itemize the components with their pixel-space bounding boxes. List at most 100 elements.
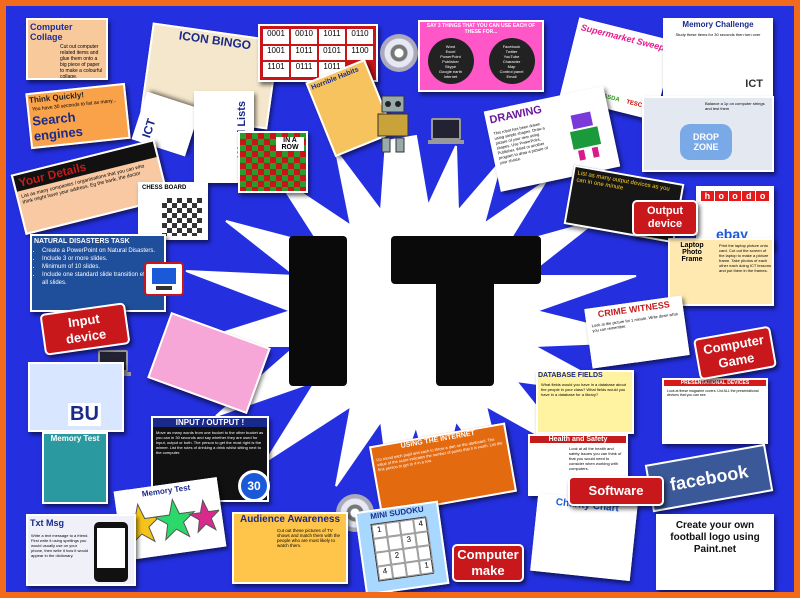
item: Facebook bbox=[502, 44, 521, 49]
item: Email bbox=[506, 74, 517, 79]
item: Internet bbox=[443, 74, 458, 79]
task-item: Create a PowerPoint on Natural Disasters… bbox=[42, 247, 164, 255]
item: Character bbox=[502, 59, 521, 64]
card-memory-challenge: Memory Challenge Study these items for 3… bbox=[663, 18, 773, 96]
card-text: Look at all the health and safety issues… bbox=[569, 446, 622, 471]
badge-label: Computer Game bbox=[701, 331, 766, 371]
item: YouTube bbox=[503, 54, 520, 59]
binary-cell: 0111 bbox=[291, 62, 317, 77]
card-mini-sudoku: MINI SUDOKU 1 4 3 2 4 1 bbox=[354, 500, 450, 592]
timer-30-icon: 30 bbox=[238, 470, 270, 502]
task-item: Include 3 or more slides. bbox=[42, 255, 164, 263]
card-title: SAY 3 THINGS THAT YOU CAN USE EACH OF TH… bbox=[426, 23, 536, 35]
computer-icon bbox=[144, 262, 184, 296]
badge-computer-game: Computer Game bbox=[692, 325, 778, 381]
card-title: Audience Awareness bbox=[239, 514, 341, 525]
item: Excel bbox=[445, 49, 456, 54]
card-text: Study these items for 30 seconds then tu… bbox=[675, 32, 761, 37]
card-audience-awareness: Audience Awareness Cut out these picture… bbox=[232, 512, 348, 584]
item: Word bbox=[445, 44, 456, 49]
card-title: INPUT / OUTPUT ! bbox=[153, 418, 267, 427]
card-title: Supermarket Sweep bbox=[579, 22, 666, 53]
display-board: IT Computer Collage Cut out computer rel… bbox=[6, 6, 794, 592]
big-t-stem bbox=[436, 276, 494, 386]
letter-tile: o bbox=[756, 191, 769, 201]
facebook-logo: facebook bbox=[668, 460, 750, 495]
card-title: Computer Collage bbox=[30, 22, 73, 42]
page-title: IT bbox=[6, 6, 7, 7]
item: Twitter bbox=[505, 49, 518, 54]
bu-label: BU bbox=[68, 403, 101, 426]
badge-label: Computer make bbox=[457, 547, 519, 578]
card-natural-disasters: NATURAL DISASTERS TASK Create a PowerPoi… bbox=[30, 234, 166, 312]
phone-icon bbox=[94, 522, 128, 582]
big-i-letter bbox=[289, 236, 347, 386]
card-title: Laptop Photo Frame bbox=[680, 242, 704, 263]
card-laptop-photo-frame: Laptop Photo Frame Print the laptop pict… bbox=[668, 238, 774, 306]
word-circle-right: Facebook Twitter YouTube Character Map C… bbox=[488, 38, 535, 84]
binary-cell: 0101 bbox=[319, 45, 345, 61]
card-charity-chart: Charity Chart bbox=[530, 492, 638, 582]
laptop-icon bbox=[428, 118, 464, 144]
badge-computer-make: Computer make bbox=[452, 544, 524, 582]
card-drawing: DRAWING This robot has been drawn using … bbox=[483, 86, 621, 192]
binary-cell: 1101 bbox=[263, 62, 289, 77]
letter-tile: d bbox=[742, 191, 756, 201]
item: Publisher bbox=[442, 59, 459, 64]
card-think-quickly: Think Quickly! You have 30 seconds to li… bbox=[25, 82, 131, 150]
card-chess-board: CHESS BOARD bbox=[138, 182, 208, 240]
card-text: Create your own football logo using Pain… bbox=[670, 520, 760, 555]
card-title: CHESS BOARD bbox=[142, 185, 187, 191]
card-title: NATURAL DISASTERS TASK bbox=[34, 238, 130, 245]
card-text: Balance a 1p on computer strings and tes… bbox=[705, 101, 765, 111]
card-text: What fields would you have in a database… bbox=[541, 382, 626, 397]
badge-label: Output device bbox=[646, 205, 684, 230]
card-computer-collage: Computer Collage Cut out computer relate… bbox=[26, 18, 108, 80]
card-memory-test: Memory Test bbox=[42, 432, 108, 504]
letter-tile: h bbox=[701, 191, 714, 201]
task-item: Minimum of 10 slides. bbox=[42, 263, 164, 271]
card-title: Health and Safety bbox=[530, 436, 626, 443]
sudoku-cell: 1 bbox=[418, 558, 435, 575]
card-title: Memory Challenge bbox=[682, 20, 754, 29]
binary-cell: 0110 bbox=[347, 29, 373, 44]
card-presentational-devices: PRESENTATIONAL DEVICES Look at these mag… bbox=[662, 378, 768, 444]
card-icons: BU bbox=[28, 362, 124, 432]
timer-value: 30 bbox=[247, 479, 261, 493]
card-title: IN A ROW bbox=[276, 137, 304, 151]
card-title: Txt Msg bbox=[30, 518, 65, 528]
binary-cell: 1011 bbox=[291, 45, 317, 61]
card-title: Memory Test bbox=[50, 434, 100, 443]
item: Map bbox=[507, 64, 516, 69]
card-title: ICT bbox=[139, 116, 159, 140]
robot-icon bbox=[377, 95, 409, 153]
robot-drawing-icon bbox=[569, 111, 602, 161]
chess-grid bbox=[162, 198, 202, 236]
binary-cell: 1100 bbox=[347, 45, 373, 61]
binary-cell: 0010 bbox=[291, 29, 317, 44]
card-binary: 0001 0010 1011 0110 1001 1011 0101 1100 … bbox=[258, 24, 378, 82]
item: Skype bbox=[444, 64, 457, 69]
letter-tile: o bbox=[714, 191, 728, 201]
badge-software: Software bbox=[568, 476, 664, 506]
item: PowerPoint bbox=[440, 54, 461, 59]
binary-cell: 1001 bbox=[263, 45, 289, 61]
binary-cell: 1011 bbox=[319, 29, 345, 44]
card-txt-msg: Txt Msg Write a text message to a friend… bbox=[26, 514, 136, 586]
ict-label: ICT bbox=[745, 78, 763, 90]
card-database-fields: DATABASE FIELDS What fields would you ha… bbox=[536, 370, 634, 434]
drop-zone-label-box: DROP ZONE bbox=[680, 124, 732, 160]
badge-label: Input device bbox=[64, 310, 108, 347]
card-text: Move as many words from one bucket to th… bbox=[156, 430, 264, 455]
card-say-three-things: SAY 3 THINGS THAT YOU CAN USE EACH OF TH… bbox=[418, 20, 544, 92]
card-drop-zone: Balance a 1p on computer strings and tes… bbox=[642, 96, 774, 172]
task-item: Include one standard slide transition ef… bbox=[42, 271, 164, 287]
card-in-a-row: IN A ROW bbox=[238, 131, 308, 193]
card-title: DROP ZONE bbox=[692, 132, 719, 152]
item: Control panel bbox=[499, 69, 524, 74]
card-text: Write a text message to a friend. First … bbox=[31, 533, 89, 558]
cd-disc-icon bbox=[380, 34, 418, 72]
card-title: DATABASE FIELDS bbox=[538, 372, 603, 379]
word-circle-left: Word Excel PowerPoint Publisher Skype Go… bbox=[427, 38, 474, 84]
card-text: Look at these magazine covers. List ALL … bbox=[667, 389, 759, 397]
